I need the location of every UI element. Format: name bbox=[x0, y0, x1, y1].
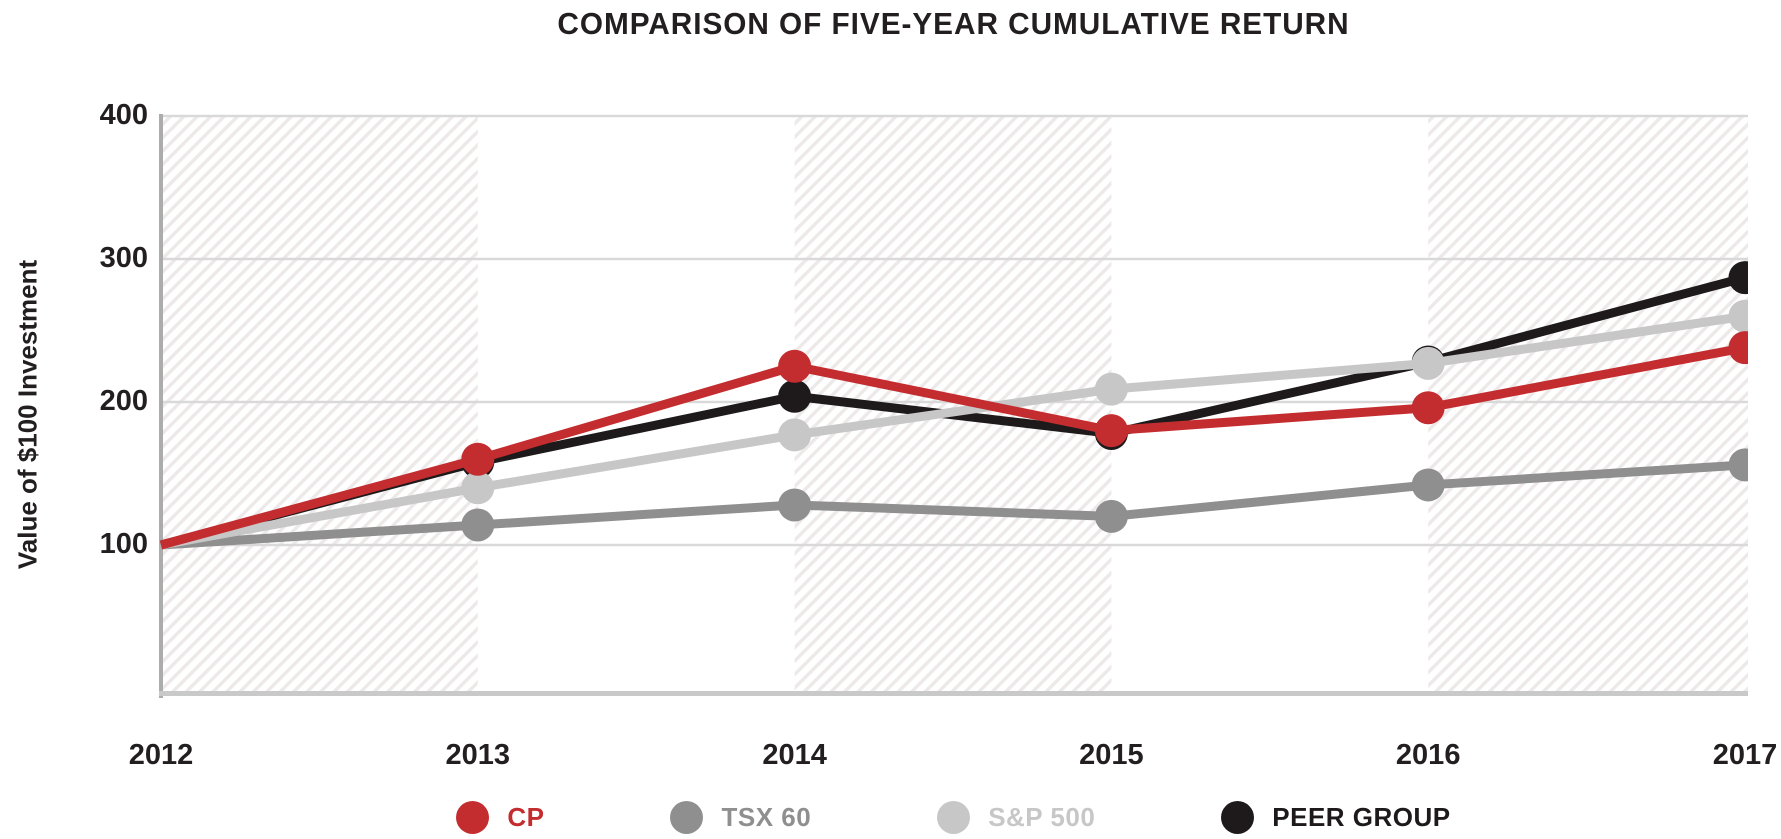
line-chart bbox=[159, 114, 1748, 698]
data-point-cp-2016 bbox=[1411, 391, 1445, 425]
plot-borders bbox=[159, 114, 1748, 698]
data-point-peer-group-2017 bbox=[1728, 261, 1748, 295]
legend-item-s-p-500: S&P 500 bbox=[937, 800, 1096, 834]
data-point-tsx-60-2017 bbox=[1728, 448, 1748, 482]
series-layer bbox=[159, 261, 1748, 550]
data-point-cp-2017 bbox=[1728, 331, 1748, 365]
hatch-bands bbox=[159, 115, 1748, 695]
x-tick-label-2012: 2012 bbox=[128, 739, 194, 771]
legend-dot-icon-s-p-500 bbox=[937, 800, 971, 834]
x-tick-label-2017: 2017 bbox=[1712, 739, 1778, 771]
data-point-s-p-500-2015 bbox=[1094, 372, 1128, 406]
legend-dot-icon-peer-group bbox=[1221, 800, 1255, 834]
data-point-s-p-500-2014 bbox=[778, 418, 812, 452]
series-line-tsx-60 bbox=[160, 460, 1746, 550]
legend: CP TSX 60 S&P 500 PEER GROUP bbox=[159, 796, 1748, 838]
y-axis-line bbox=[159, 114, 163, 698]
y-tick-label-100: 100 bbox=[99, 527, 148, 560]
x-tick-label-2013: 2013 bbox=[445, 739, 511, 771]
y-tick-label-200: 200 bbox=[99, 384, 148, 417]
chart-title: COMPARISON OF FIVE-YEAR CUMULATIVE RETUR… bbox=[557, 6, 1350, 41]
data-point-s-p-500-2017 bbox=[1728, 299, 1748, 333]
data-point-tsx-60-2016 bbox=[1411, 468, 1445, 502]
y-tick-label-300: 300 bbox=[99, 241, 148, 274]
data-point-tsx-60-2015 bbox=[1094, 499, 1128, 533]
legend-item-tsx-60: TSX 60 bbox=[670, 800, 812, 834]
data-point-cp-2014 bbox=[778, 349, 812, 383]
legend-label-peer-group: PEER GROUP bbox=[1272, 801, 1451, 832]
legend-label-cp: CP bbox=[507, 801, 545, 832]
legend-dot-icon-tsx-60 bbox=[670, 800, 704, 834]
data-point-cp-2015 bbox=[1094, 414, 1128, 448]
legend-dot-icon-cp bbox=[456, 800, 490, 834]
data-point-peer-group-2014 bbox=[778, 379, 812, 413]
x-tick-label-2014: 2014 bbox=[762, 739, 827, 771]
data-point-tsx-60-2013 bbox=[461, 508, 495, 542]
y-tick-label-400: 400 bbox=[99, 98, 148, 131]
legend-item-peer-group: PEER GROUP bbox=[1221, 800, 1451, 834]
hatch-band-3 bbox=[1428, 115, 1748, 695]
data-point-s-p-500-2013 bbox=[461, 471, 495, 505]
hatch-band-1 bbox=[159, 115, 478, 695]
x-tick-label-2016: 2016 bbox=[1395, 739, 1461, 771]
x-tick-label-2015: 2015 bbox=[1079, 739, 1144, 771]
legend-label-s-p-500: S&P 500 bbox=[988, 801, 1096, 832]
legend-label-tsx-60: TSX 60 bbox=[721, 801, 812, 832]
data-point-cp-2013 bbox=[461, 442, 495, 476]
series-line-s-p-500 bbox=[160, 311, 1746, 550]
data-point-tsx-60-2014 bbox=[778, 488, 812, 522]
series-line-cp bbox=[159, 343, 1746, 550]
legend-item-cp: CP bbox=[456, 800, 545, 834]
x-axis-line bbox=[159, 691, 1748, 696]
data-point-s-p-500-2016 bbox=[1411, 346, 1445, 380]
